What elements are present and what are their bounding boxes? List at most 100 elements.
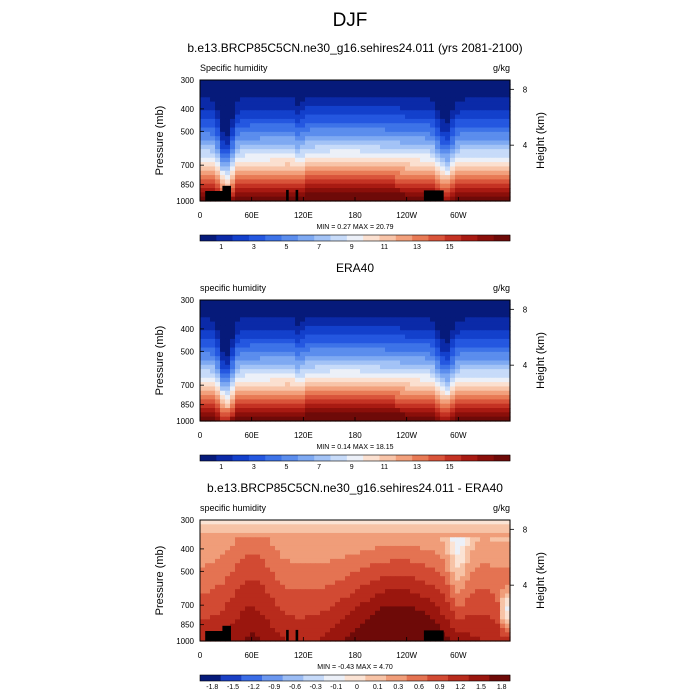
field-cell — [380, 110, 386, 116]
field-cell — [240, 97, 246, 103]
field-cell — [430, 157, 436, 163]
field-cell — [325, 343, 331, 349]
field-cell — [245, 580, 251, 586]
field-cell — [220, 364, 226, 370]
field-cell — [445, 403, 451, 409]
field-cell — [200, 615, 206, 620]
field-cell — [440, 382, 446, 388]
field-cell — [260, 157, 266, 163]
field-cell — [205, 88, 211, 94]
field-cell — [365, 399, 371, 405]
field-cell — [305, 602, 311, 608]
field-cell — [440, 567, 446, 573]
field-cell — [475, 528, 481, 534]
field-cell — [465, 356, 471, 362]
field-cell — [455, 183, 461, 189]
field-cell — [265, 127, 271, 133]
field-cell — [335, 589, 341, 595]
field-cell — [450, 584, 456, 590]
field-cell — [225, 571, 231, 577]
field-cell — [290, 369, 296, 375]
colorbar-swatch — [265, 235, 282, 241]
field-cell — [320, 118, 326, 124]
field-cell — [400, 537, 406, 543]
field-cell — [400, 162, 406, 168]
field-cell — [440, 338, 446, 344]
field-cell — [205, 321, 211, 327]
field-cell — [455, 356, 461, 362]
field-cell — [315, 532, 321, 538]
field-cell — [220, 149, 226, 155]
field-cell — [385, 576, 391, 582]
field-cell — [455, 360, 461, 366]
field-cell — [470, 179, 476, 185]
field-cell — [250, 192, 256, 198]
field-cell — [210, 541, 216, 547]
field-cell — [410, 175, 416, 180]
field-cell — [200, 541, 206, 547]
field-cell — [465, 317, 471, 323]
field-cell — [290, 114, 296, 120]
field-cell — [260, 593, 266, 599]
field-cell — [460, 179, 466, 185]
field-cell — [360, 403, 366, 409]
field-cell — [480, 153, 486, 159]
field-cell — [475, 136, 481, 142]
field-cell — [310, 192, 316, 198]
field-cell — [340, 136, 346, 142]
field-cell — [400, 412, 406, 418]
field-cell — [245, 528, 251, 534]
field-cell — [280, 416, 286, 422]
field-cell — [370, 408, 376, 413]
field-cell — [415, 325, 421, 331]
field-cell — [495, 192, 501, 198]
field-cell — [380, 528, 386, 534]
field-cell — [405, 399, 411, 405]
field-cell — [310, 88, 316, 94]
field-cell — [365, 602, 371, 608]
field-cell — [435, 576, 441, 582]
field-cell — [275, 351, 281, 357]
field-cell — [215, 528, 221, 534]
field-cell — [485, 563, 491, 569]
field-cell — [410, 528, 416, 534]
field-cell — [475, 162, 481, 168]
field-cell — [275, 183, 281, 189]
field-cell — [500, 131, 506, 137]
field-cell — [355, 550, 361, 556]
field-cell — [390, 545, 396, 551]
field-cell — [265, 554, 271, 560]
field-cell — [380, 149, 386, 155]
field-cell — [415, 576, 421, 582]
field-cell — [235, 589, 241, 595]
field-cell — [320, 356, 326, 362]
field-cell — [425, 567, 431, 573]
field-cell — [300, 149, 306, 155]
field-cell — [475, 520, 481, 525]
field-cell — [490, 351, 496, 357]
field-cell — [320, 330, 326, 336]
field-cell — [330, 356, 336, 362]
field-cell — [245, 149, 251, 155]
field-cell — [365, 377, 371, 383]
field-cell — [280, 131, 286, 137]
field-cell — [355, 408, 361, 413]
field-cell — [415, 97, 421, 103]
field-cell — [375, 610, 381, 616]
field-cell — [470, 593, 476, 599]
field-cell — [405, 105, 411, 111]
field-cell — [460, 558, 466, 564]
field-cell — [220, 571, 226, 577]
field-cell — [245, 576, 251, 582]
field-cell — [350, 416, 356, 422]
field-cell — [310, 149, 316, 155]
field-cell — [210, 520, 216, 525]
field-cell — [395, 334, 401, 340]
field-cell — [475, 563, 481, 569]
field-cell — [320, 390, 326, 396]
field-cell — [360, 101, 366, 107]
field-cell — [425, 589, 431, 595]
field-cell — [330, 550, 336, 556]
field-cell — [345, 334, 351, 340]
field-cell — [325, 131, 331, 137]
